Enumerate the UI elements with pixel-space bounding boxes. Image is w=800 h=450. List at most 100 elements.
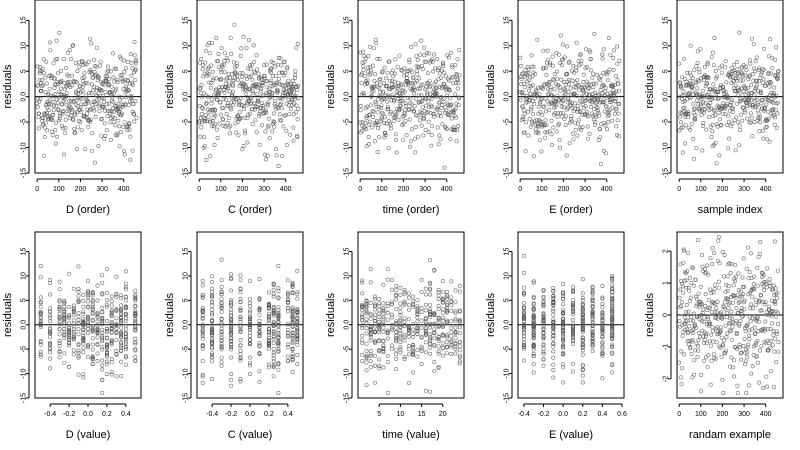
data-point [432, 342, 437, 347]
data-point [735, 93, 740, 98]
data-point [290, 352, 295, 357]
data-point [228, 105, 233, 110]
data-point [83, 80, 88, 85]
data-point [109, 338, 114, 343]
data-point [719, 315, 724, 320]
data-point [545, 57, 550, 62]
data-point [71, 329, 76, 334]
data-point [693, 294, 698, 299]
data-point [428, 258, 433, 263]
data-point [216, 59, 221, 64]
data-point [271, 111, 276, 116]
data-point [541, 287, 546, 292]
data-point [210, 331, 215, 336]
data-point [238, 277, 243, 282]
x-tick-label: 200 [237, 186, 249, 193]
data-point [570, 333, 575, 338]
data-point [248, 301, 253, 306]
data-point [742, 307, 747, 312]
data-point [203, 119, 208, 124]
data-point [263, 157, 268, 162]
data-point [133, 67, 138, 72]
data-point [600, 312, 605, 317]
data-point [415, 307, 420, 312]
data-point [725, 96, 730, 101]
data-point [563, 114, 568, 119]
data-point [377, 304, 382, 309]
data-point [561, 282, 566, 287]
data-point [67, 48, 72, 53]
data-point [743, 362, 748, 367]
data-point [263, 129, 268, 134]
data-point [132, 39, 137, 44]
data-point [699, 319, 704, 324]
data-point [727, 103, 732, 108]
data-point [452, 113, 457, 118]
data-point [39, 88, 44, 93]
data-point [734, 305, 739, 310]
data-point [364, 360, 369, 365]
data-point [90, 361, 95, 366]
data-point [436, 335, 441, 340]
data-point [693, 112, 698, 117]
data-point [760, 97, 765, 102]
data-point [684, 278, 689, 283]
data-point [748, 61, 753, 66]
y-tick-label: 15 [663, 16, 670, 24]
data-point [690, 85, 695, 90]
data-point [381, 325, 386, 330]
data-point [81, 320, 86, 325]
data-point [745, 103, 750, 108]
data-point [721, 89, 726, 94]
x-tick-label: 0.0 [245, 411, 255, 418]
data-point [724, 80, 729, 85]
data-point [381, 345, 386, 350]
data-point [72, 127, 77, 132]
data-point [202, 71, 207, 76]
data-point [594, 81, 599, 86]
data-point [575, 121, 580, 126]
data-point [701, 100, 706, 105]
data-point [550, 54, 555, 59]
data-point [236, 133, 241, 138]
data-point [127, 127, 132, 132]
data-point [128, 134, 133, 139]
data-point [48, 281, 53, 286]
data-point [62, 301, 67, 306]
data-point [717, 65, 722, 70]
y-tick-label: -2 [663, 376, 670, 382]
data-point [259, 101, 264, 106]
data-point [217, 121, 222, 126]
y-tick-label: -15 [504, 168, 511, 178]
data-point [415, 309, 420, 314]
data-point [531, 154, 536, 159]
data-point [266, 330, 271, 335]
data-point [684, 285, 689, 290]
data-point [547, 79, 552, 84]
data-point [763, 281, 768, 286]
x-axis-title: C (order) [228, 204, 272, 216]
data-point [453, 346, 458, 351]
data-point [360, 278, 365, 283]
data-point [701, 358, 706, 363]
data-point [439, 106, 444, 111]
data-point [567, 82, 572, 87]
data-point [428, 325, 433, 330]
data-point [219, 303, 224, 308]
data-point [529, 105, 534, 110]
data-point [551, 307, 556, 312]
data-point [699, 94, 704, 99]
data-point [551, 301, 556, 306]
data-point [432, 52, 437, 57]
data-point [402, 73, 407, 78]
data-point [449, 330, 454, 335]
data-point [210, 341, 215, 346]
plot-frame [196, 231, 304, 399]
data-point [440, 324, 445, 329]
data-point [745, 322, 750, 327]
data-point [265, 125, 270, 130]
y-tick-label: 0.0 [183, 320, 190, 330]
data-point [120, 104, 125, 109]
data-point [551, 78, 556, 83]
